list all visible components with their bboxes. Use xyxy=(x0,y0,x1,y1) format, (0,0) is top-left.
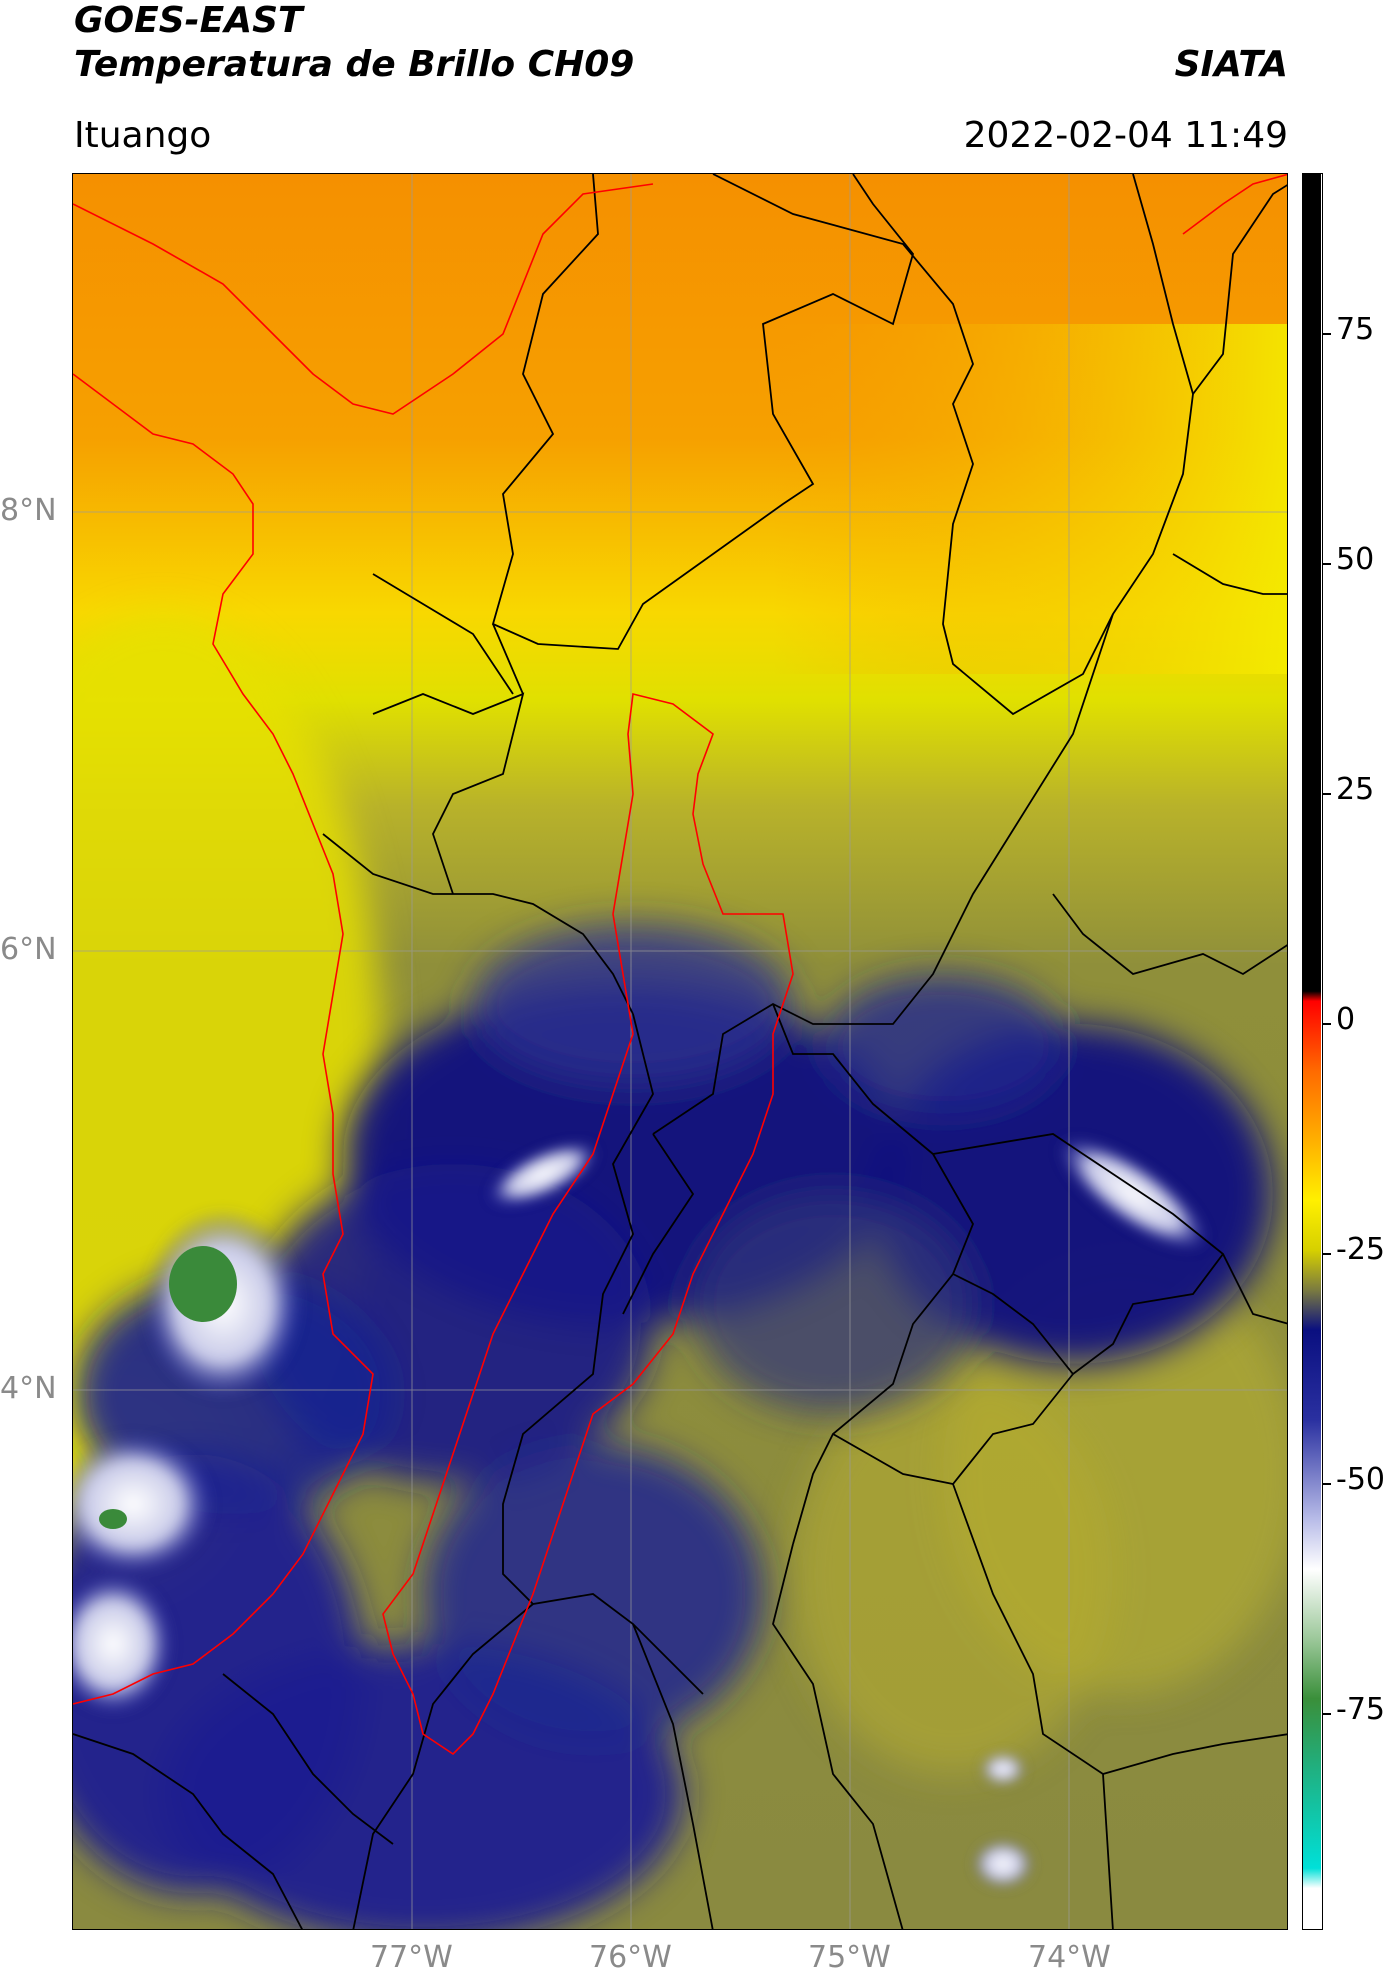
temperature-colorbar xyxy=(1302,173,1323,1930)
source-label: SIATA xyxy=(1174,44,1288,85)
lon-tick-label: 74°W xyxy=(1028,1940,1111,1975)
map-canvas xyxy=(73,174,1287,1929)
brightness-temperature-map xyxy=(72,173,1288,1930)
department-borders xyxy=(73,174,1287,1929)
colorbar-tick-label: 0 xyxy=(1336,1002,1356,1037)
colorbar-tick-label: 50 xyxy=(1336,542,1375,577)
colorbar-tick-label: 25 xyxy=(1336,772,1375,807)
lon-tick-label: 75°W xyxy=(808,1940,891,1975)
coastline-and-basin-outline xyxy=(73,174,1287,1756)
datetime-label: 2022-02-04 11:49 xyxy=(963,115,1288,156)
lat-tick-label: 6°N xyxy=(0,932,57,967)
colorbar-tick-label: -50 xyxy=(1336,1462,1384,1497)
product-title: Temperatura de Brillo CH09 xyxy=(74,44,635,85)
lat-tick-label: 8°N xyxy=(0,493,57,528)
map-gridlines xyxy=(73,174,1287,1929)
lat-tick-label: 4°N xyxy=(0,1371,57,1406)
colorbar-tick-label: -75 xyxy=(1336,1692,1384,1727)
colorbar-tick-label: 75 xyxy=(1336,312,1375,347)
colorbar-gradient xyxy=(1303,174,1321,1928)
cold-core-green xyxy=(169,1246,237,1322)
satellite-title: GOES-EAST xyxy=(74,0,303,41)
region-label: Ituango xyxy=(74,115,212,156)
lon-tick-label: 76°W xyxy=(589,1940,672,1975)
colorbar-tick-label: -25 xyxy=(1336,1232,1384,1267)
lon-tick-label: 77°W xyxy=(370,1940,453,1975)
